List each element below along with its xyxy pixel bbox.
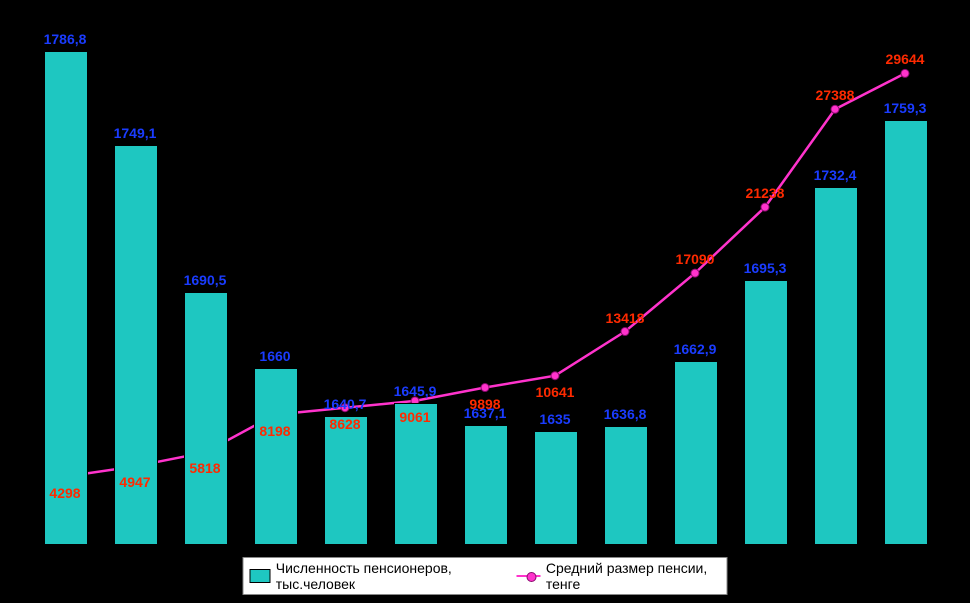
bar [744,280,788,545]
line-value-label: 5818 [189,460,220,476]
line-value-label: 8628 [329,416,360,432]
legend-item-bars: Численность пенсионеров, тыс.человек [250,560,503,592]
legend-item-line: Средний размер пенсии, тенге [516,560,720,592]
bar-value-label: 1645,9 [394,383,437,399]
legend: Численность пенсионеров, тыс.человек Сре… [243,557,728,595]
line-value-label: 9898 [469,396,500,412]
bar [324,416,368,545]
bar-value-label: 1640,7 [324,396,367,412]
legend-bar-label: Численность пенсионеров, тыс.человек [276,560,503,592]
bar-value-label: 1759,3 [884,100,927,116]
line-value-label: 29644 [886,51,925,67]
line-value-label: 27388 [816,87,855,103]
legend-bar-swatch [250,569,271,583]
bar [674,361,718,545]
chart-container: 1786,81749,11690,516601640,71645,91637,1… [0,0,970,603]
bar-value-label: 1635 [539,411,570,427]
legend-line-label: Средний размер пенсии, тенге [546,560,721,592]
bar [814,187,858,545]
bar-value-label: 1660 [259,348,290,364]
line-value-label: 4298 [49,485,80,501]
bar [884,120,928,545]
line-value-label: 9061 [399,409,430,425]
bar-value-label: 1695,3 [744,260,787,276]
legend-line-swatch [516,570,540,582]
bar-value-label: 1786,8 [44,31,87,47]
bar-value-label: 1690,5 [184,272,227,288]
bar-value-label: 1636,8 [604,406,647,422]
line-value-label: 17090 [676,251,715,267]
bar [44,51,88,545]
bar-value-label: 1662,9 [674,341,717,357]
line-value-label: 21238 [746,185,785,201]
line-value-label: 13418 [606,310,645,326]
bar [184,292,228,545]
line-value-label: 10641 [536,384,575,400]
bar [604,426,648,545]
bar [254,368,298,545]
line-value-label: 4947 [119,474,150,490]
plot-area: 1786,81749,11690,516601640,71645,91637,1… [30,20,940,545]
bar-value-label: 1749,1 [114,125,157,141]
bar [464,425,508,545]
bar-value-label: 1732,4 [814,167,857,183]
bar [534,431,578,546]
line-value-label: 8198 [259,423,290,439]
legend-line-marker [526,572,536,582]
